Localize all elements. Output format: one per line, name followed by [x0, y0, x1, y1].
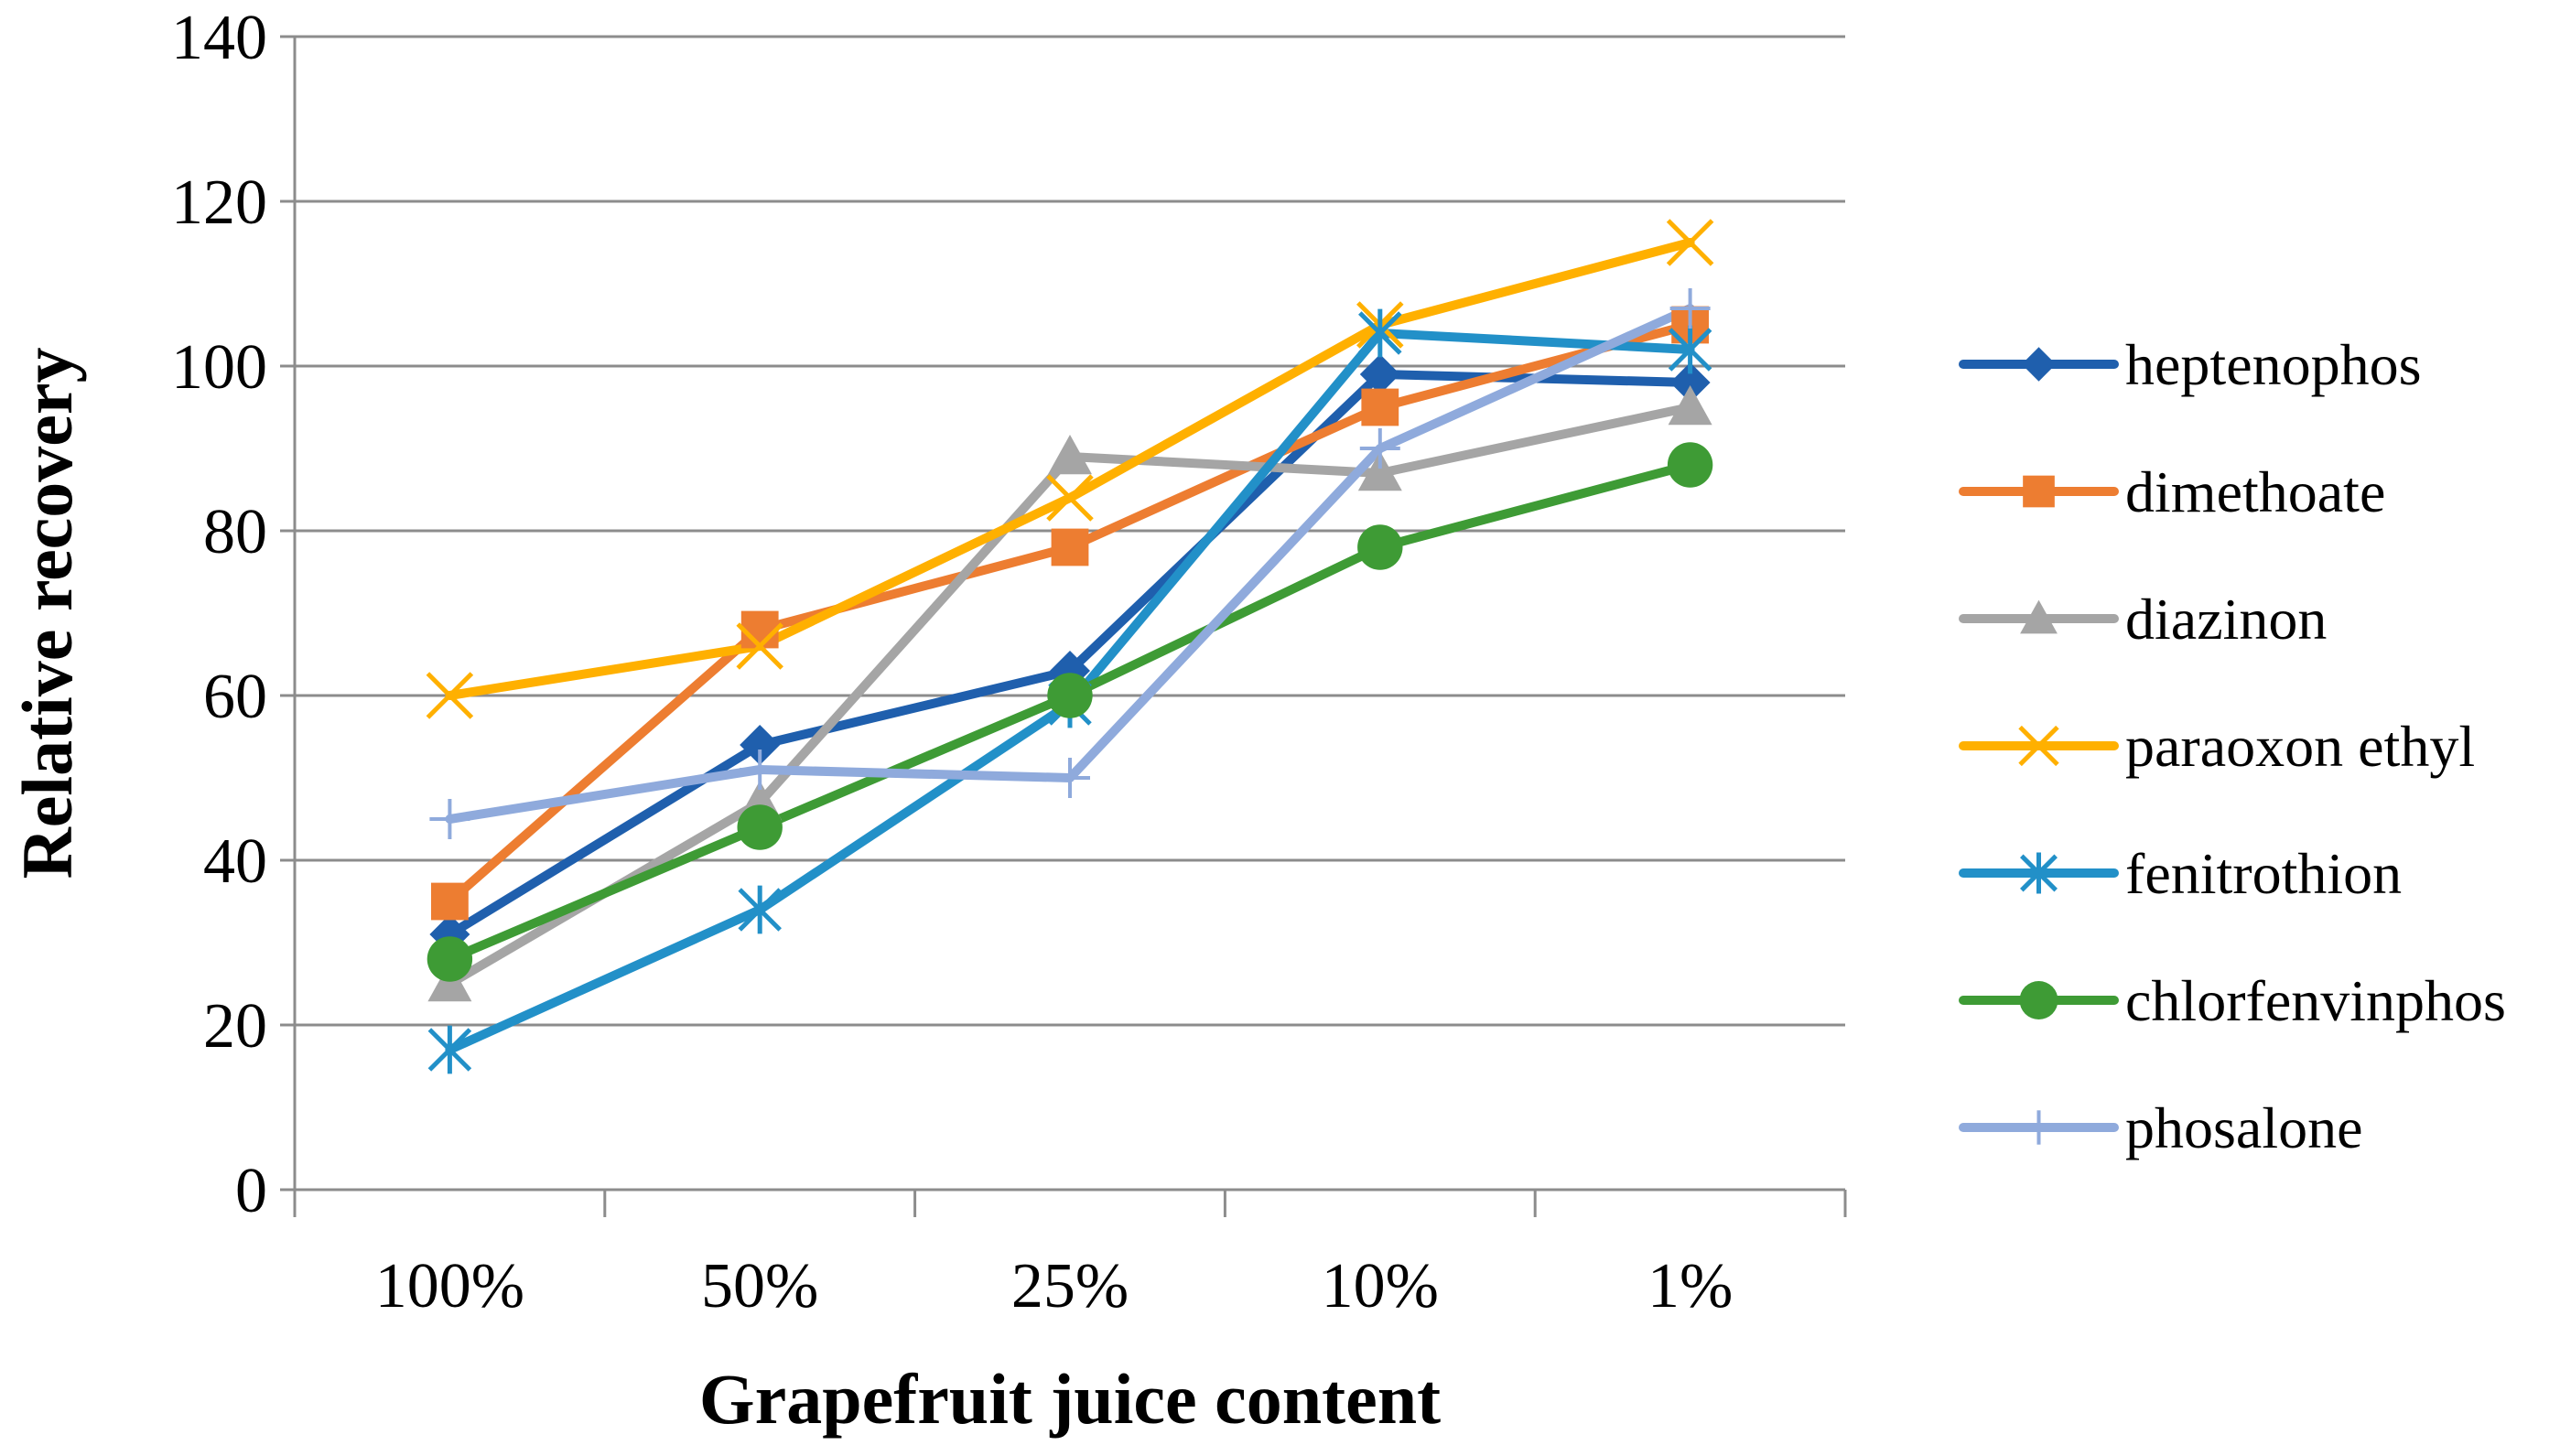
data-point-diazinon — [1357, 451, 1402, 491]
data-point-chlorfenvinphos — [1047, 673, 1093, 718]
data-point-paraoxon-ethyl — [1046, 474, 1094, 522]
legend-item-dimethoate: dimethoate — [1959, 459, 2385, 524]
data-point-fenitrothion — [427, 1025, 472, 1074]
legend-item-chlorfenvinphos: chlorfenvinphos — [1959, 968, 2506, 1033]
y-tick-label: 40 — [203, 826, 267, 897]
data-point-fenitrothion — [1358, 308, 1402, 358]
y-tick-label: 20 — [203, 991, 267, 1062]
axes — [280, 35, 1847, 1217]
series-line-dimethoate — [445, 320, 1695, 906]
legend-item-heptenophos: heptenophos — [1959, 332, 2422, 397]
legend-label: dimethoate — [2125, 459, 2385, 524]
x-tick-label: 25% — [1011, 1251, 1129, 1321]
data-point-phosalone — [1669, 288, 1711, 329]
data-point-phosalone — [429, 799, 470, 839]
data-point-paraoxon-ethyl — [1666, 219, 1714, 266]
data-point-heptenophos — [740, 725, 781, 765]
data-point-dimethoate — [431, 882, 469, 921]
data-point-diazinon — [1048, 435, 1092, 475]
data-point-chlorfenvinphos — [737, 804, 783, 850]
data-point-chlorfenvinphos — [427, 936, 473, 982]
y-tick-label: 100 — [171, 332, 267, 403]
legend-label: heptenophos — [2125, 332, 2422, 397]
data-point-chlorfenvinphos — [1357, 524, 1403, 570]
series-lines — [445, 238, 1695, 1054]
y-tick-label: 80 — [203, 497, 267, 567]
legend-label: paraoxon ethyl — [2125, 714, 2475, 779]
y-tick-label: 60 — [203, 662, 267, 732]
tick-labels: 0 20 40 60 80 100 120 140 100% 50% 25% 10% 1% — [171, 3, 1733, 1321]
data-point-dimethoate — [1361, 388, 1399, 426]
y-tick-label: 140 — [171, 3, 267, 73]
data-point-phosalone — [1359, 428, 1400, 469]
legend-label: chlorfenvinphos — [2125, 968, 2506, 1033]
x-tick-label: 1% — [1647, 1251, 1733, 1321]
data-point-phosalone — [1050, 758, 1090, 798]
x-tick-label: 50% — [701, 1251, 818, 1321]
data-point-fenitrothion — [1668, 325, 1712, 374]
legend-item-diazinon: diazinon — [1959, 587, 2327, 652]
legend-item-paraoxon-ethyl: paraoxon ethyl — [1959, 714, 2475, 779]
data-point-heptenophos — [1359, 354, 1400, 394]
legend-label: diazinon — [2125, 587, 2327, 652]
legend-label: phosalone — [2125, 1095, 2363, 1160]
x-tick-label: 10% — [1322, 1251, 1439, 1321]
data-point-dimethoate — [1051, 528, 1089, 566]
legend-item-fenitrothion: fenitrothion — [1959, 841, 2402, 906]
x-axis-title: Grapefruit juice content — [699, 1359, 1441, 1439]
legend-label: fenitrothion — [2125, 841, 2402, 906]
legend: heptenophos dimethoate diazinon paraoxon et… — [1959, 332, 2506, 1160]
y-axis-title: Relative recovery — [7, 347, 87, 879]
y-tick-label: 0 — [235, 1156, 267, 1226]
data-point-fenitrothion — [738, 885, 782, 934]
data-point-chlorfenvinphos — [1667, 442, 1713, 488]
y-tick-label: 120 — [171, 167, 267, 238]
data-point-heptenophos — [1669, 362, 1711, 403]
data-point-phosalone — [740, 750, 781, 790]
series-markers — [426, 219, 1714, 1074]
data-point-dimethoate — [740, 610, 779, 649]
data-point-diazinon — [1668, 385, 1712, 426]
x-tick-label: 100% — [375, 1251, 524, 1321]
data-point-paraoxon-ethyl — [426, 672, 474, 719]
legend-item-phosalone: phosalone — [1959, 1095, 2363, 1160]
data-point-paraoxon-ethyl — [736, 622, 783, 670]
